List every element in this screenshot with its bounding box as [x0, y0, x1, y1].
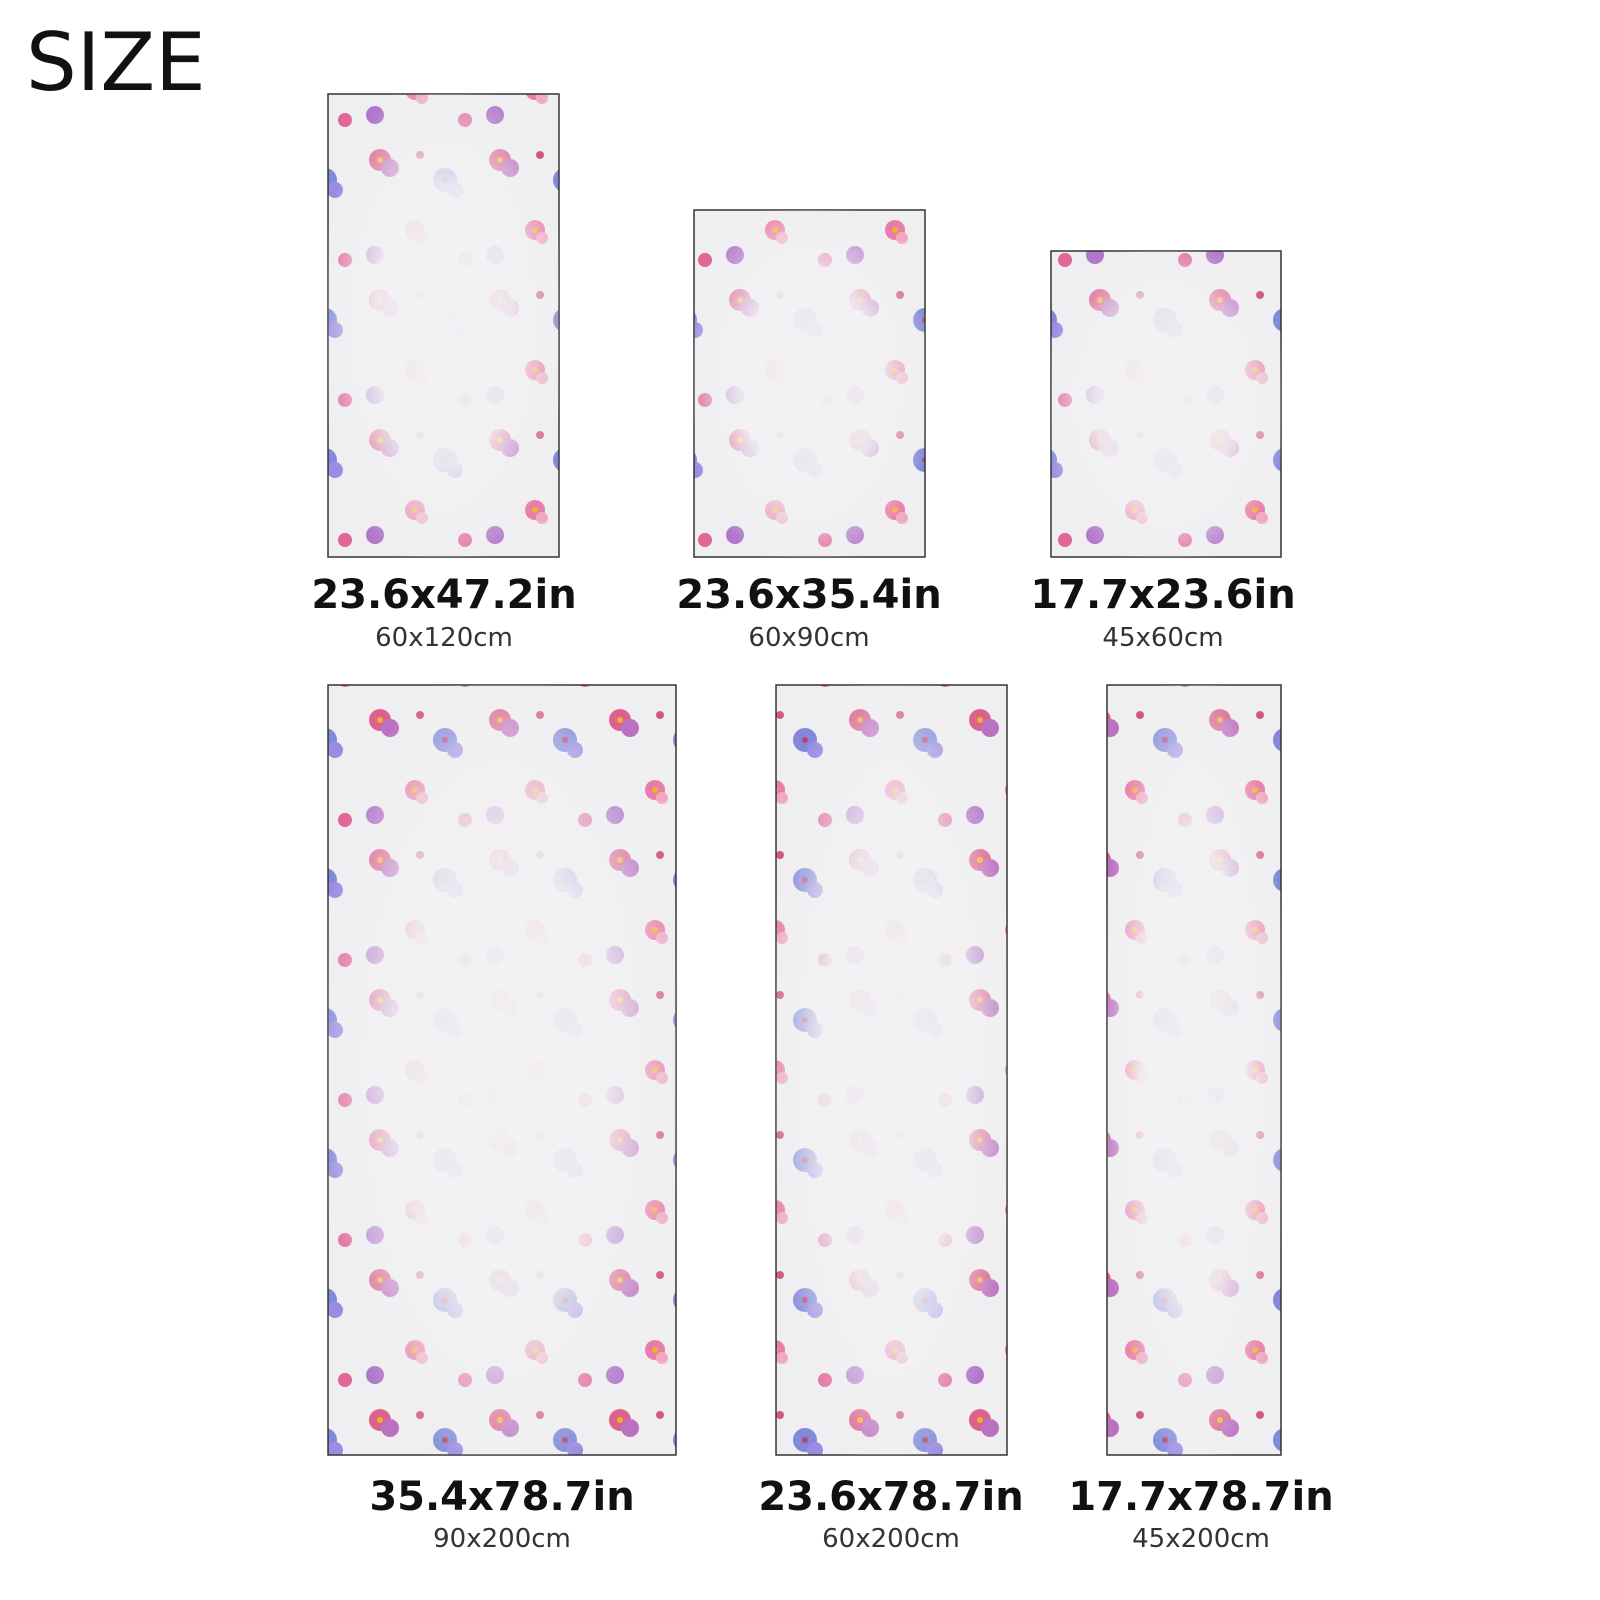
rug: [327, 684, 677, 1456]
size-inches: 23.6x47.2in: [311, 572, 576, 618]
rug: [327, 93, 560, 558]
size-cm: 90x200cm: [433, 1524, 571, 1554]
size-cm: 45x60cm: [1102, 623, 1223, 653]
size-cm: 60x90cm: [748, 623, 869, 653]
rug: [1106, 684, 1282, 1456]
size-inches: 23.6x35.4in: [676, 572, 941, 618]
size-cm: 60x120cm: [375, 623, 513, 653]
size-inches: 17.7x23.6in: [1030, 572, 1295, 618]
rug: [775, 684, 1008, 1456]
rug: [693, 209, 926, 558]
size-inches: 23.6x78.7in: [758, 1474, 1023, 1520]
size-cm: 60x200cm: [822, 1524, 960, 1554]
size-inches: 17.7x78.7in: [1068, 1474, 1333, 1520]
size-inches: 35.4x78.7in: [369, 1474, 634, 1520]
size-cm: 45x200cm: [1132, 1524, 1270, 1554]
rug: [1050, 250, 1282, 558]
title: SIZE: [26, 16, 206, 109]
